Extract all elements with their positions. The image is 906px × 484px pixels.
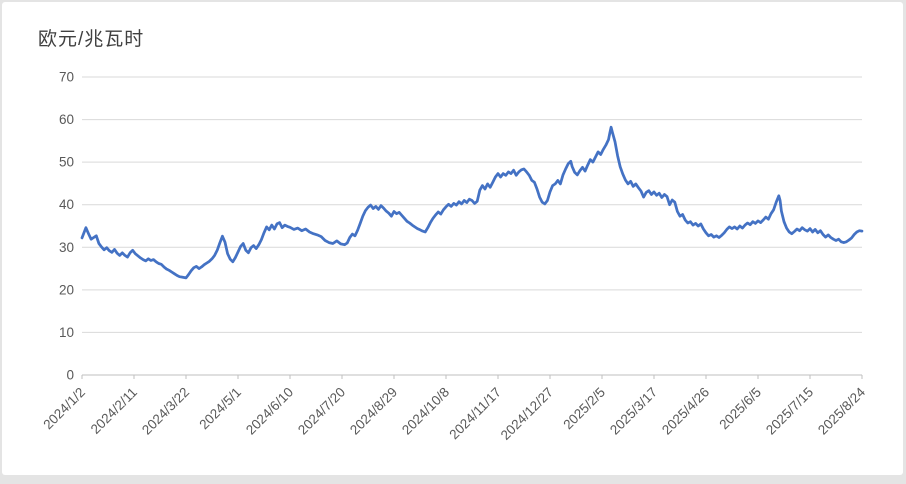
y-tick-label: 70 (59, 70, 74, 85)
chart-title: 欧元/兆瓦时 (38, 29, 145, 50)
y-tick-label: 0 (66, 368, 74, 383)
chart-card: 欧元/兆瓦时 0 10 20 30 40 50 60 70 2024/1/2 2024/2/11 2… (2, 2, 903, 475)
x-tick-label: 2024/10/8 (399, 385, 452, 438)
x-tick-label: 2024/7/20 (295, 385, 348, 438)
x-tick-label: 2024/2/11 (88, 385, 140, 437)
x-tick-label: 2025/7/15 (763, 385, 816, 438)
x-tick-label: 2025/2/5 (560, 385, 608, 433)
y-tick-label: 10 (59, 325, 74, 340)
x-tick-label: 2025/4/26 (659, 385, 712, 438)
x-tick-label: 2024/12/27 (498, 385, 556, 443)
x-tick-label: 2024/6/10 (243, 385, 296, 438)
x-tick-label: 2024/5/1 (196, 385, 244, 433)
y-tick-label: 30 (59, 240, 74, 255)
x-tick-label: 2024/8/29 (347, 385, 400, 438)
y-tick-label: 50 (59, 155, 74, 170)
x-tick-label: 2024/1/2 (40, 385, 88, 433)
x-tick-label: 2024/11/17 (446, 385, 504, 443)
x-tick-label: 2025/8/24 (815, 384, 868, 437)
x-tick-label: 2025/6/5 (716, 385, 764, 433)
x-tick-label: 2024/3/22 (139, 385, 192, 438)
price-line (80, 125, 864, 280)
y-tick-label: 40 (59, 197, 74, 212)
y-tick-label: 20 (59, 282, 74, 297)
y-tick-label: 60 (59, 112, 74, 127)
x-tick-label: 2025/3/17 (607, 385, 660, 438)
